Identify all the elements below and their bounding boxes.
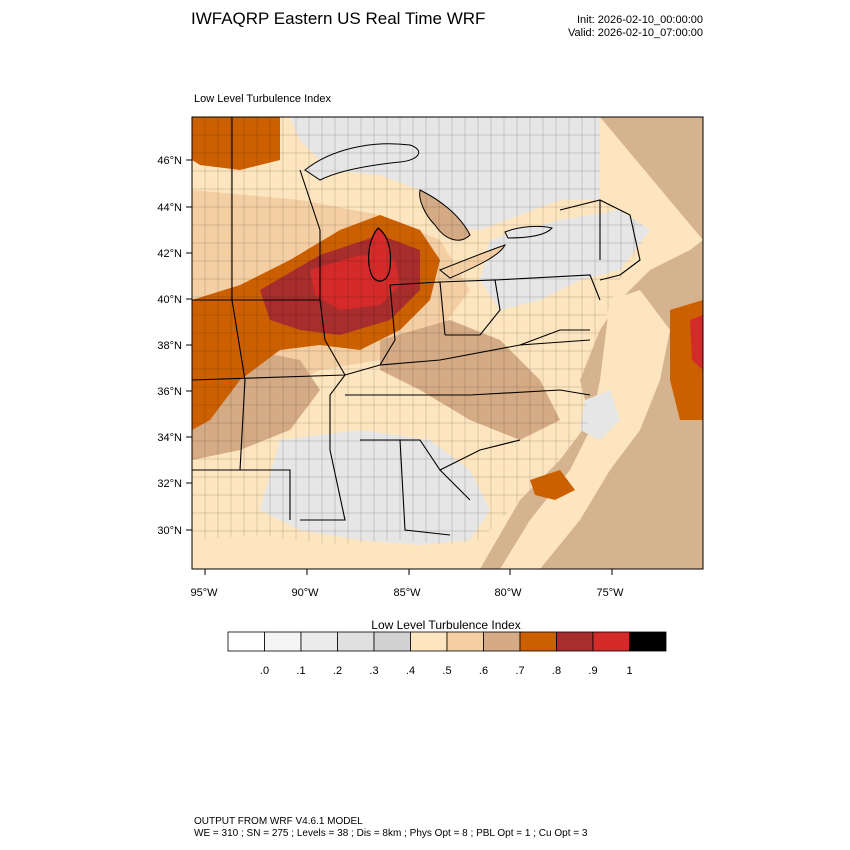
- colorbar-label: .4: [406, 665, 415, 677]
- lake-huron: [419, 189, 471, 241]
- lake-ontario: [504, 225, 553, 239]
- lat-label: 40°N: [157, 294, 182, 306]
- colorbar-label: .2: [333, 665, 342, 677]
- colorbar-label: .6: [479, 665, 488, 677]
- colorbar-swatch: [227, 631, 265, 652]
- colorbar-label: .0: [260, 665, 269, 677]
- colorbar: [227, 631, 667, 652]
- colorbar-title: Low Level Turbulence Index: [371, 618, 521, 632]
- footer-model-line: OUTPUT FROM WRF V4.6.1 MODEL: [194, 816, 363, 827]
- lat-label: 34°N: [157, 432, 182, 444]
- lat-label: 44°N: [157, 202, 182, 214]
- lat-label: 32°N: [157, 478, 182, 490]
- northwest-orange-zone: [192, 117, 280, 170]
- colorbar-swatch: [410, 631, 448, 652]
- colorbar-labels: .0 .1 .2 .3 .4 .5 .6 .7 .8 .9 1: [260, 665, 633, 677]
- colorbar-swatch: [300, 631, 338, 652]
- colorbar-swatch: [556, 631, 594, 652]
- coastal-ocean-gray: [580, 390, 620, 440]
- colorbar-label: 1: [626, 665, 632, 677]
- colorbar-swatch: [629, 631, 667, 652]
- colorbar-label: .7: [515, 665, 524, 677]
- appalachian-dark-tan: [380, 320, 560, 440]
- lat-label: 46°N: [157, 155, 182, 167]
- lat-label: 42°N: [157, 248, 182, 260]
- colorbar-swatch: [592, 631, 630, 652]
- colorbar-swatch: [264, 631, 302, 652]
- footer-config-line: WE = 310 ; SN = 275 ; Levels = 38 ; Dis …: [194, 828, 588, 839]
- colorbar-swatch: [483, 631, 521, 652]
- axis-ticks: [186, 159, 613, 575]
- page-title: IWFAQRP Eastern US Real Time WRF: [191, 9, 486, 28]
- colorbar-label: .8: [552, 665, 561, 677]
- lon-label: 90°W: [291, 587, 319, 599]
- map-area: [192, 117, 703, 569]
- lon-label: 95°W: [190, 587, 218, 599]
- map-frame: [191, 116, 704, 570]
- lat-labels: 46°N 44°N 42°N 40°N 38°N 36°N 34°N 32°N …: [157, 155, 182, 537]
- lon-labels: 95°W 90°W 85°W 80°W 75°W: [190, 587, 624, 599]
- colorbar-label: .9: [588, 665, 597, 677]
- map-field-label: Low Level Turbulence Index: [194, 93, 331, 105]
- valid-time: Valid: 2026-02-10_07:00:00: [568, 27, 703, 39]
- county-borders: [192, 134, 650, 532]
- lat-label: 30°N: [157, 525, 182, 537]
- offshore-red-zone: [690, 315, 703, 370]
- colorbar-label: .5: [442, 665, 451, 677]
- carolina-offshore-orange: [530, 470, 575, 500]
- colorbar-swatch: [373, 631, 411, 652]
- colorbar-swatch: [519, 631, 557, 652]
- colorbar-label: .3: [369, 665, 378, 677]
- lat-label: 38°N: [157, 340, 182, 352]
- coastal-ocean: [500, 290, 670, 569]
- colorbar-swatch: [337, 631, 375, 652]
- init-time: Init: 2026-02-10_00:00:00: [577, 14, 703, 26]
- lon-label: 85°W: [393, 587, 421, 599]
- lat-label: 36°N: [157, 386, 182, 398]
- lon-label: 80°W: [494, 587, 522, 599]
- lake-erie: [439, 244, 507, 279]
- colorbar-swatch: [446, 631, 484, 652]
- colorbar-label: .1: [296, 665, 305, 677]
- atlantic-ocean: [480, 117, 703, 569]
- lon-label: 75°W: [596, 587, 624, 599]
